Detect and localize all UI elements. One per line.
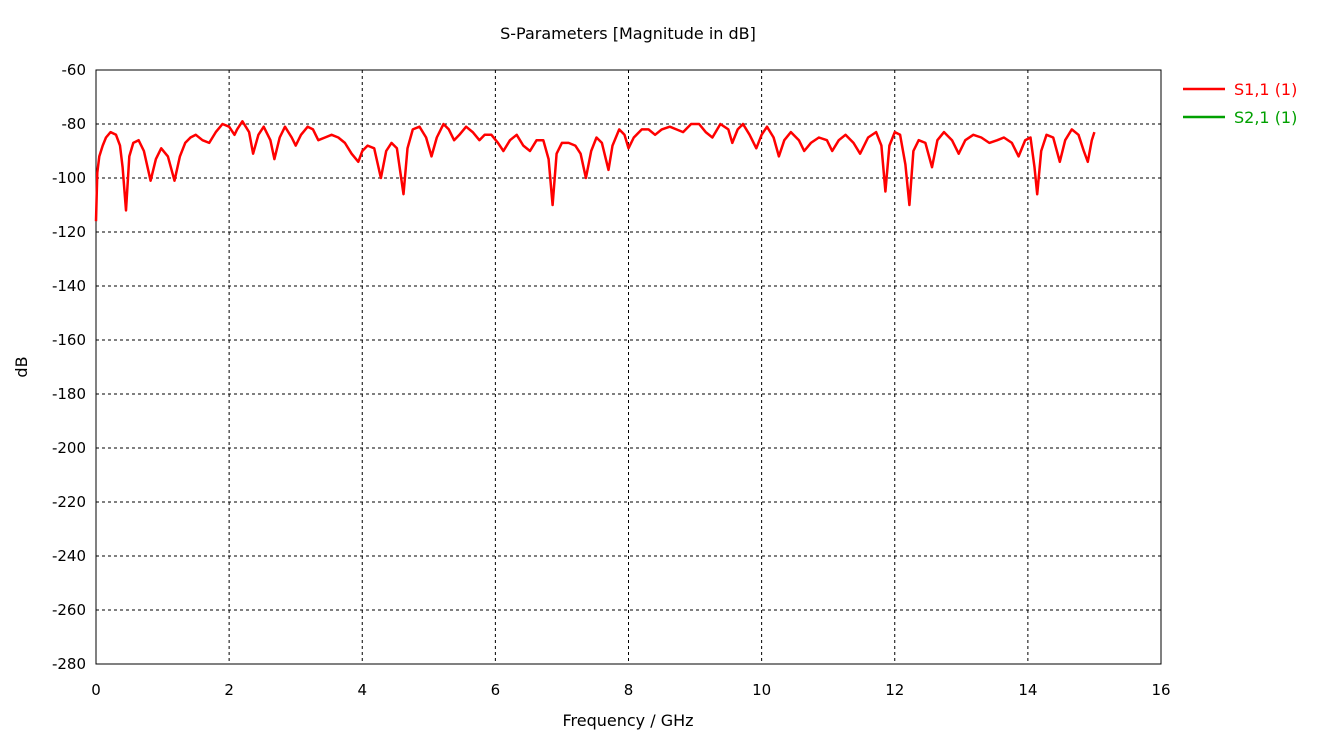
y-tick-label: -220: [52, 493, 86, 511]
x-tick-label: 0: [91, 681, 101, 699]
series-line-1: [94, 120, 1096, 222]
legend-label-1[interactable]: S1,1 (1): [1234, 80, 1297, 99]
x-tick-label: 14: [1018, 681, 1037, 699]
x-tick-label: 8: [624, 681, 634, 699]
x-axis-label: Frequency / GHz: [562, 711, 693, 730]
y-tick-label: -140: [52, 277, 86, 295]
x-tick-label: 12: [885, 681, 904, 699]
y-tick-label: -120: [52, 223, 86, 241]
y-tick-label: -200: [52, 439, 86, 457]
y-tick-label: -160: [52, 331, 86, 349]
x-tick-label: 10: [752, 681, 771, 699]
y-tick-label: -180: [52, 385, 86, 403]
y-axis-label: dB: [12, 356, 31, 377]
y-tick-label: -240: [52, 547, 86, 565]
legend-label-2[interactable]: S2,1 (1): [1234, 108, 1297, 127]
y-tick-label: -260: [52, 601, 86, 619]
grid: [96, 70, 1161, 664]
y-tick-label: -100: [52, 169, 86, 187]
x-tick-label: 6: [491, 681, 501, 699]
x-tick-label: 4: [357, 681, 367, 699]
series-lines: [94, 120, 1096, 222]
x-tick-label: 16: [1151, 681, 1170, 699]
y-tick-label: -280: [52, 655, 86, 673]
tick-labels: 0 2 4 6 8 10 12 14 16 -60 -80 -100 -120 -140 -160 -180 -…: [52, 61, 1171, 699]
y-tick-label: -80: [62, 115, 87, 133]
legend[interactable]: S1,1 (1) S2,1 (1): [1183, 80, 1297, 127]
chart-title: S-Parameters [Magnitude in dB]: [500, 24, 756, 43]
y-tick-label: -60: [62, 61, 87, 79]
x-tick-label: 2: [224, 681, 234, 699]
plot-area: [95, 69, 1162, 665]
